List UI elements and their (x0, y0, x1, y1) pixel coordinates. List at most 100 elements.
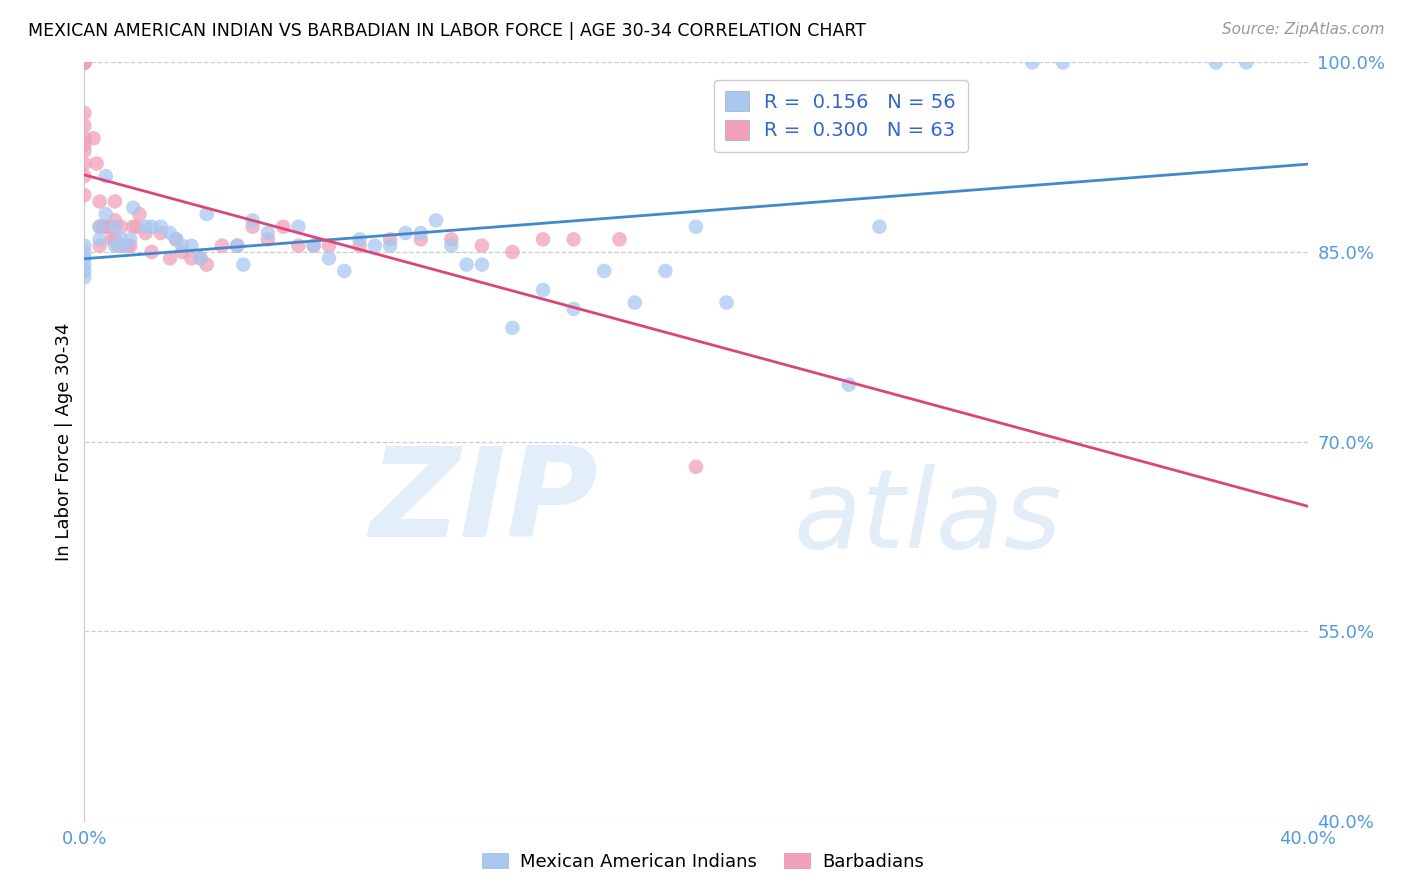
Point (73, 55, 96, 70)
Point (195, 258, 218, 272)
Point (94, 219, 117, 234)
Point (141, 219, 163, 234)
Point (122, 219, 145, 234)
Point (226, 238, 249, 252)
Point (83, 131, 105, 145)
Point (73, 156, 96, 170)
Point (685, 459, 707, 474)
Point (364, 238, 387, 252)
Point (562, 301, 585, 316)
Point (104, 219, 127, 234)
Point (94, 207, 117, 221)
Point (73, 252, 96, 266)
Point (456, 258, 478, 272)
Point (232, 258, 254, 272)
Text: atlas: atlas (794, 464, 1063, 571)
Legend: Mexican American Indians, Barbadians: Mexican American Indians, Barbadians (475, 846, 931, 879)
Point (73, 55, 96, 70)
Point (226, 238, 249, 252)
Point (302, 238, 325, 252)
Point (349, 238, 371, 252)
Point (73, 119, 96, 133)
Point (89, 194, 111, 209)
Point (94, 169, 117, 184)
Point (471, 258, 494, 272)
Point (180, 238, 202, 252)
Point (471, 238, 494, 252)
Point (73, 270, 96, 285)
Point (89, 219, 111, 234)
Point (409, 226, 432, 240)
Point (110, 232, 132, 246)
Point (125, 219, 148, 234)
Point (73, 131, 96, 145)
Point (73, 55, 96, 70)
Point (287, 238, 309, 252)
Point (112, 238, 135, 252)
Point (149, 226, 172, 240)
Point (685, 219, 707, 234)
Point (73, 169, 96, 184)
Point (165, 232, 187, 246)
Point (190, 252, 212, 266)
Point (89, 219, 111, 234)
Point (180, 252, 202, 266)
Point (257, 226, 280, 240)
Point (716, 295, 738, 310)
Point (73, 238, 96, 252)
Point (440, 232, 463, 246)
Point (318, 252, 340, 266)
Point (380, 232, 402, 246)
Point (73, 258, 96, 272)
Point (104, 232, 127, 246)
Point (104, 213, 127, 227)
Point (502, 244, 524, 259)
Point (502, 321, 524, 335)
Point (624, 295, 647, 310)
Text: MEXICAN AMERICAN INDIAN VS BARBADIAN IN LABOR FORCE | AGE 30-34 CORRELATION CHAR: MEXICAN AMERICAN INDIAN VS BARBADIAN IN … (28, 22, 866, 40)
Legend: R =  0.156   N = 56, R =  0.300   N = 63: R = 0.156 N = 56, R = 0.300 N = 63 (714, 79, 967, 152)
Y-axis label: In Labor Force | Age 30-34: In Labor Force | Age 30-34 (55, 322, 73, 561)
Point (104, 238, 127, 252)
Text: ZIP: ZIP (370, 442, 598, 563)
Point (86, 156, 108, 170)
Point (333, 264, 356, 278)
Point (257, 232, 280, 246)
Point (838, 377, 860, 392)
Point (190, 252, 212, 266)
Point (135, 219, 157, 234)
Point (869, 219, 891, 234)
Point (73, 244, 96, 259)
Point (120, 232, 142, 246)
Point (242, 219, 264, 234)
Point (440, 238, 463, 252)
Point (73, 137, 96, 152)
Point (425, 213, 447, 227)
Point (73, 55, 96, 70)
Point (242, 213, 264, 227)
Point (609, 232, 631, 246)
Point (73, 144, 96, 158)
Point (73, 55, 96, 70)
Point (172, 238, 194, 252)
Point (302, 238, 325, 252)
Point (104, 194, 127, 209)
Point (97, 219, 120, 234)
Point (349, 232, 371, 246)
Point (1236, 55, 1258, 70)
Point (409, 232, 432, 246)
Point (120, 238, 142, 252)
Point (531, 232, 554, 246)
Point (73, 106, 96, 120)
Point (159, 226, 181, 240)
Point (112, 238, 135, 252)
Point (128, 207, 150, 221)
Point (89, 232, 111, 246)
Point (654, 264, 676, 278)
Point (593, 264, 616, 278)
Point (1021, 55, 1043, 70)
Point (211, 238, 233, 252)
Point (73, 55, 96, 70)
Point (135, 226, 157, 240)
Point (380, 238, 402, 252)
